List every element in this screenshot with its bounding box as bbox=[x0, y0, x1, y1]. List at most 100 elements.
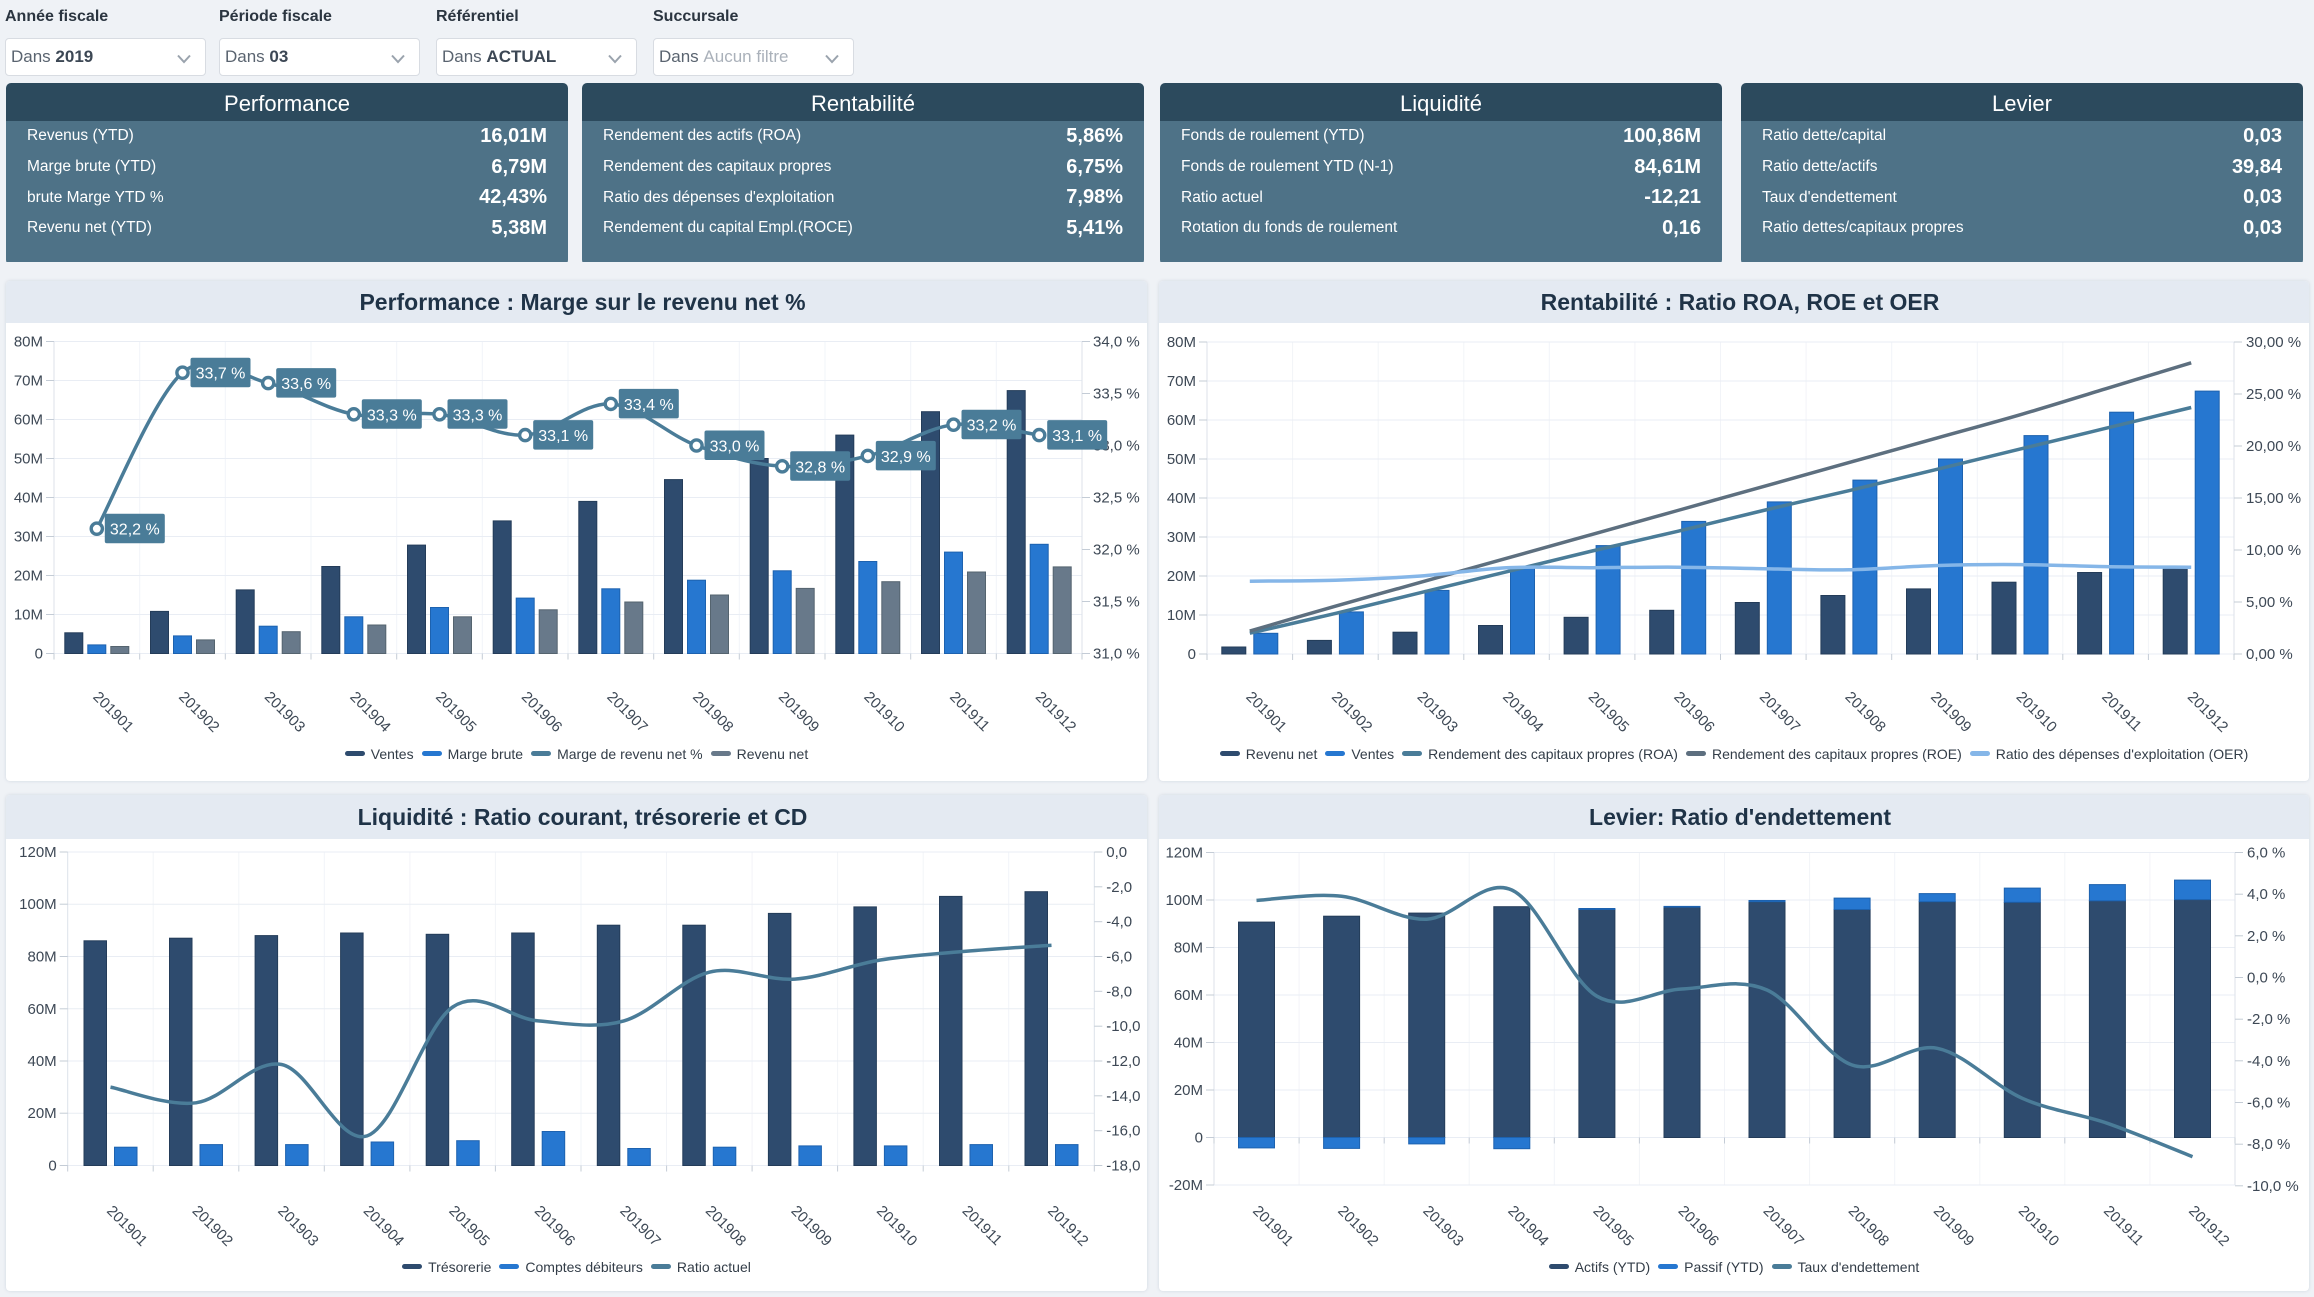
svg-text:201903: 201903 bbox=[274, 1202, 321, 1249]
svg-text:-16,0: -16,0 bbox=[1106, 1123, 1140, 1140]
svg-text:20M: 20M bbox=[1174, 1082, 1203, 1099]
svg-text:30M: 30M bbox=[1167, 529, 1196, 546]
svg-text:30,00 %: 30,00 % bbox=[2246, 334, 2301, 351]
svg-text:201907: 201907 bbox=[1760, 1202, 1807, 1249]
svg-text:33,6 %: 33,6 % bbox=[281, 376, 331, 393]
svg-text:33,0 %: 33,0 % bbox=[710, 439, 760, 456]
svg-text:201904: 201904 bbox=[1504, 1202, 1551, 1249]
svg-text:6,0 %: 6,0 % bbox=[2247, 845, 2285, 862]
svg-text:201905: 201905 bbox=[1585, 688, 1632, 735]
svg-text:25,00 %: 25,00 % bbox=[2246, 386, 2301, 403]
svg-text:30M: 30M bbox=[14, 529, 43, 546]
svg-text:33,4 %: 33,4 % bbox=[624, 397, 674, 414]
svg-text:201911: 201911 bbox=[959, 1202, 1006, 1249]
svg-text:201907: 201907 bbox=[603, 688, 650, 735]
svg-text:201902: 201902 bbox=[189, 1202, 236, 1249]
svg-text:10M: 10M bbox=[14, 607, 43, 624]
svg-text:201910: 201910 bbox=[2013, 688, 2060, 735]
svg-text:201910: 201910 bbox=[2015, 1202, 2062, 1249]
svg-text:80M: 80M bbox=[14, 334, 43, 351]
svg-text:201910: 201910 bbox=[873, 1202, 920, 1249]
svg-text:33,3 %: 33,3 % bbox=[453, 407, 503, 424]
svg-text:50M: 50M bbox=[1167, 451, 1196, 468]
svg-text:201908: 201908 bbox=[1842, 688, 1889, 735]
svg-text:201911: 201911 bbox=[2098, 688, 2145, 735]
svg-text:201912: 201912 bbox=[1032, 688, 1079, 735]
svg-text:10M: 10M bbox=[1167, 607, 1196, 624]
svg-text:201909: 201909 bbox=[1930, 1202, 1977, 1249]
svg-text:-2,0 %: -2,0 % bbox=[2247, 1011, 2290, 1028]
svg-text:-4,0: -4,0 bbox=[1106, 914, 1132, 931]
svg-text:201903: 201903 bbox=[261, 688, 308, 735]
svg-text:-14,0: -14,0 bbox=[1106, 1088, 1140, 1105]
svg-text:40M: 40M bbox=[1174, 1035, 1203, 1052]
svg-text:201911: 201911 bbox=[946, 688, 993, 735]
svg-text:201912: 201912 bbox=[2185, 1202, 2232, 1249]
svg-text:201901: 201901 bbox=[1242, 688, 1289, 735]
svg-text:201906: 201906 bbox=[531, 1202, 578, 1249]
svg-text:201901: 201901 bbox=[89, 688, 136, 735]
svg-text:33,5 %: 33,5 % bbox=[1093, 386, 1140, 403]
svg-text:4,0 %: 4,0 % bbox=[2247, 886, 2285, 903]
svg-text:201905: 201905 bbox=[445, 1202, 492, 1249]
svg-text:50M: 50M bbox=[14, 451, 43, 468]
svg-text:201901: 201901 bbox=[103, 1202, 150, 1249]
svg-text:-10,0 %: -10,0 % bbox=[2247, 1178, 2299, 1195]
svg-text:201911: 201911 bbox=[2100, 1202, 2147, 1249]
svg-text:0: 0 bbox=[1195, 1130, 1203, 1147]
svg-text:70M: 70M bbox=[1167, 373, 1196, 390]
svg-text:33,7 %: 33,7 % bbox=[196, 366, 246, 383]
svg-text:60M: 60M bbox=[28, 1001, 57, 1018]
svg-text:201902: 201902 bbox=[175, 688, 222, 735]
svg-text:33,3 %: 33,3 % bbox=[367, 407, 417, 424]
svg-text:20M: 20M bbox=[28, 1105, 57, 1122]
svg-text:-10,0: -10,0 bbox=[1106, 1018, 1140, 1035]
svg-text:33,1 %: 33,1 % bbox=[538, 428, 588, 445]
svg-text:201905: 201905 bbox=[1590, 1202, 1637, 1249]
svg-text:201906: 201906 bbox=[518, 688, 565, 735]
svg-text:201905: 201905 bbox=[432, 688, 479, 735]
svg-text:-6,0: -6,0 bbox=[1106, 949, 1132, 966]
svg-text:0: 0 bbox=[1188, 646, 1196, 663]
svg-text:-18,0: -18,0 bbox=[1106, 1158, 1140, 1175]
svg-text:-6,0 %: -6,0 % bbox=[2247, 1095, 2290, 1112]
svg-text:201907: 201907 bbox=[1756, 688, 1803, 735]
svg-text:40M: 40M bbox=[1167, 490, 1196, 507]
svg-text:201904: 201904 bbox=[1499, 688, 1546, 735]
svg-text:-12,0: -12,0 bbox=[1106, 1053, 1140, 1070]
svg-text:60M: 60M bbox=[1167, 412, 1196, 429]
svg-text:201909: 201909 bbox=[788, 1202, 835, 1249]
svg-text:33,2 %: 33,2 % bbox=[967, 418, 1017, 435]
svg-text:32,2 %: 32,2 % bbox=[110, 522, 160, 539]
svg-text:0: 0 bbox=[35, 646, 43, 663]
svg-text:34,0 %: 34,0 % bbox=[1093, 334, 1140, 351]
svg-text:120M: 120M bbox=[19, 844, 57, 861]
svg-text:201910: 201910 bbox=[860, 688, 907, 735]
svg-text:0,0: 0,0 bbox=[1106, 844, 1127, 861]
svg-text:201904: 201904 bbox=[346, 688, 393, 735]
svg-text:201906: 201906 bbox=[1670, 688, 1717, 735]
svg-text:32,8 %: 32,8 % bbox=[795, 459, 845, 476]
svg-text:201903: 201903 bbox=[1419, 1202, 1466, 1249]
svg-text:10,00 %: 10,00 % bbox=[2246, 542, 2301, 559]
svg-text:201902: 201902 bbox=[1334, 1202, 1381, 1249]
svg-text:31,0 %: 31,0 % bbox=[1093, 646, 1140, 663]
svg-text:201902: 201902 bbox=[1328, 688, 1375, 735]
svg-text:33,1 %: 33,1 % bbox=[1052, 428, 1102, 445]
svg-text:201908: 201908 bbox=[1845, 1202, 1892, 1249]
svg-text:0,0 %: 0,0 % bbox=[2247, 970, 2285, 987]
svg-text:-8,0 %: -8,0 % bbox=[2247, 1136, 2290, 1153]
svg-text:60M: 60M bbox=[1174, 987, 1203, 1004]
svg-text:201908: 201908 bbox=[702, 1202, 749, 1249]
svg-text:40M: 40M bbox=[28, 1053, 57, 1070]
svg-text:80M: 80M bbox=[1167, 334, 1196, 351]
svg-text:0,00 %: 0,00 % bbox=[2246, 646, 2293, 663]
svg-text:80M: 80M bbox=[1174, 940, 1203, 957]
svg-text:0: 0 bbox=[48, 1158, 56, 1175]
svg-text:100M: 100M bbox=[1165, 892, 1203, 909]
svg-text:31,5 %: 31,5 % bbox=[1093, 594, 1140, 611]
svg-text:201909: 201909 bbox=[1927, 688, 1974, 735]
svg-text:-20M: -20M bbox=[1169, 1177, 1203, 1194]
svg-text:201901: 201901 bbox=[1249, 1202, 1296, 1249]
svg-text:-8,0: -8,0 bbox=[1106, 983, 1132, 1000]
